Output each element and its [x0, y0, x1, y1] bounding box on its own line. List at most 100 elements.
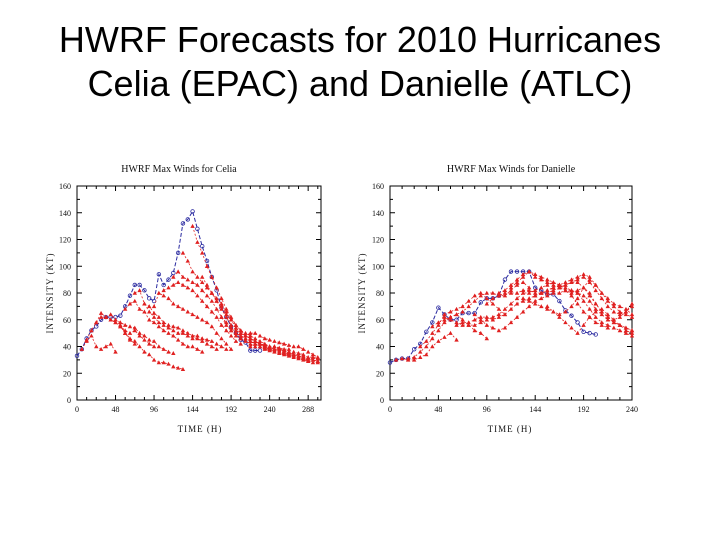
- forecast-point: [195, 239, 200, 244]
- forecast-point: [490, 317, 496, 322]
- forecast-point: [611, 317, 617, 322]
- forecast-point: [508, 290, 514, 295]
- forecast-point: [539, 277, 544, 282]
- forecast-point: [520, 280, 526, 285]
- x-tick-label: 96: [150, 405, 158, 414]
- forecast-point: [214, 341, 219, 346]
- observed-point: [248, 348, 253, 353]
- observed-point: [118, 313, 123, 318]
- forecast-point: [127, 336, 133, 341]
- observed-point: [514, 269, 520, 274]
- forecast-point: [118, 322, 123, 327]
- forecast-point: [454, 337, 459, 342]
- forecast-point: [629, 304, 635, 309]
- forecast-point: [605, 304, 610, 309]
- forecast-point: [472, 328, 477, 333]
- forecast-point: [496, 306, 502, 311]
- forecast-point: [209, 324, 215, 329]
- forecast-point: [442, 312, 447, 317]
- y-tick-label: 120: [59, 236, 71, 245]
- x-tick-label: 288: [302, 405, 314, 414]
- forecast-point: [436, 320, 441, 325]
- observed-point: [478, 300, 483, 305]
- observed-point: [587, 330, 592, 336]
- forecast-point: [581, 293, 586, 298]
- forecast-point: [94, 320, 99, 325]
- forecast-point: [605, 314, 610, 319]
- forecast-point: [305, 359, 311, 363]
- forecast-point: [496, 293, 502, 298]
- forecast-point: [508, 320, 514, 325]
- observed-point: [593, 332, 598, 337]
- forecast-point: [520, 288, 526, 293]
- forecast-point: [514, 277, 520, 282]
- forecast-point: [238, 336, 243, 341]
- y-tick-label: 140: [372, 209, 384, 218]
- forecast-point: [180, 367, 186, 371]
- forecast-point: [185, 333, 190, 338]
- x-tick-label: 240: [626, 405, 638, 414]
- forecast-point: [98, 314, 104, 319]
- forecast-point: [581, 322, 586, 327]
- forecast-point: [190, 333, 195, 338]
- forecast-point: [545, 288, 550, 293]
- forecast-point: [575, 280, 580, 285]
- forecast-point: [611, 309, 617, 314]
- forecast-point: [484, 296, 489, 301]
- forecast-point: [185, 330, 190, 335]
- y-tick-label: 100: [59, 262, 71, 271]
- forecast-point: [593, 309, 598, 314]
- forecast-point: [137, 344, 142, 349]
- forecast-point: [569, 277, 574, 282]
- forecast-point: [228, 328, 234, 333]
- forecast-point: [195, 346, 200, 351]
- forecast-point: [587, 314, 592, 319]
- forecast-point: [478, 320, 483, 325]
- y-tick-label: 0: [67, 396, 71, 405]
- forecast-line: [124, 300, 203, 353]
- forecast-point: [185, 277, 190, 282]
- forecast-point: [132, 298, 137, 303]
- forecast-point: [219, 296, 224, 301]
- forecast-point: [219, 314, 224, 319]
- forecast-point: [605, 317, 610, 322]
- forecast-point: [466, 298, 471, 303]
- y-tick-label: 160: [372, 182, 384, 191]
- forecast-point: [147, 317, 152, 322]
- forecast-point: [508, 285, 514, 290]
- forecast-point: [551, 282, 556, 287]
- forecast-point: [277, 350, 282, 355]
- x-tick-label: 144: [529, 405, 541, 414]
- forecast-point: [228, 314, 234, 319]
- forecast-point: [204, 285, 210, 290]
- observed-point: [508, 269, 514, 274]
- forecast-point: [418, 344, 423, 349]
- forecast-point: [108, 312, 113, 317]
- forecast-point: [132, 328, 137, 333]
- forecast-point: [605, 322, 610, 327]
- forecast-point: [204, 320, 210, 325]
- forecast-point: [224, 322, 229, 327]
- forecast-line: [486, 281, 633, 334]
- forecast-point: [161, 288, 166, 293]
- forecast-point: [171, 350, 176, 355]
- observed-point: [137, 282, 142, 288]
- forecast-point: [520, 298, 526, 303]
- forecast-point: [484, 317, 489, 322]
- forecast-point: [436, 322, 441, 327]
- forecast-point: [257, 333, 263, 338]
- forecast-point: [593, 301, 598, 306]
- forecast-point: [575, 288, 580, 293]
- forecast-point: [267, 348, 272, 353]
- forecast-point: [204, 341, 210, 346]
- forecast-point: [200, 288, 205, 293]
- forecast-point: [539, 290, 544, 295]
- forecast-point: [466, 320, 471, 325]
- forecast-point: [127, 324, 133, 329]
- forecast-point: [132, 290, 137, 295]
- plot-area: 0 20 40 60 80 100 120 140 160 0 48 96 144 192 240 288: [59, 182, 322, 414]
- forecast-point: [436, 328, 441, 333]
- forecast-point: [171, 333, 176, 338]
- y-tick-label: 20: [63, 369, 71, 378]
- y-tick-label: 80: [376, 289, 384, 298]
